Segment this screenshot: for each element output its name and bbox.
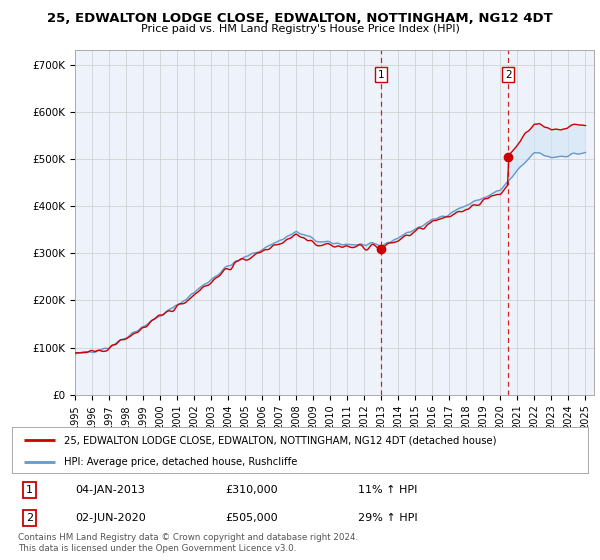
Text: £505,000: £505,000 (225, 513, 278, 523)
Text: 29% ↑ HPI: 29% ↑ HPI (358, 513, 417, 523)
Text: 1: 1 (378, 69, 385, 80)
Text: 25, EDWALTON LODGE CLOSE, EDWALTON, NOTTINGHAM, NG12 4DT: 25, EDWALTON LODGE CLOSE, EDWALTON, NOTT… (47, 12, 553, 25)
Text: 04-JAN-2013: 04-JAN-2013 (76, 485, 145, 495)
Text: Price paid vs. HM Land Registry's House Price Index (HPI): Price paid vs. HM Land Registry's House … (140, 24, 460, 34)
Text: Contains HM Land Registry data © Crown copyright and database right 2024.
This d: Contains HM Land Registry data © Crown c… (18, 533, 358, 553)
Text: 2: 2 (505, 69, 511, 80)
Text: 02-JUN-2020: 02-JUN-2020 (76, 513, 146, 523)
Text: £310,000: £310,000 (225, 485, 278, 495)
Text: HPI: Average price, detached house, Rushcliffe: HPI: Average price, detached house, Rush… (64, 457, 297, 466)
Text: 2: 2 (26, 513, 33, 523)
Text: 11% ↑ HPI: 11% ↑ HPI (358, 485, 417, 495)
Text: 1: 1 (26, 485, 33, 495)
Text: 25, EDWALTON LODGE CLOSE, EDWALTON, NOTTINGHAM, NG12 4DT (detached house): 25, EDWALTON LODGE CLOSE, EDWALTON, NOTT… (64, 435, 496, 445)
